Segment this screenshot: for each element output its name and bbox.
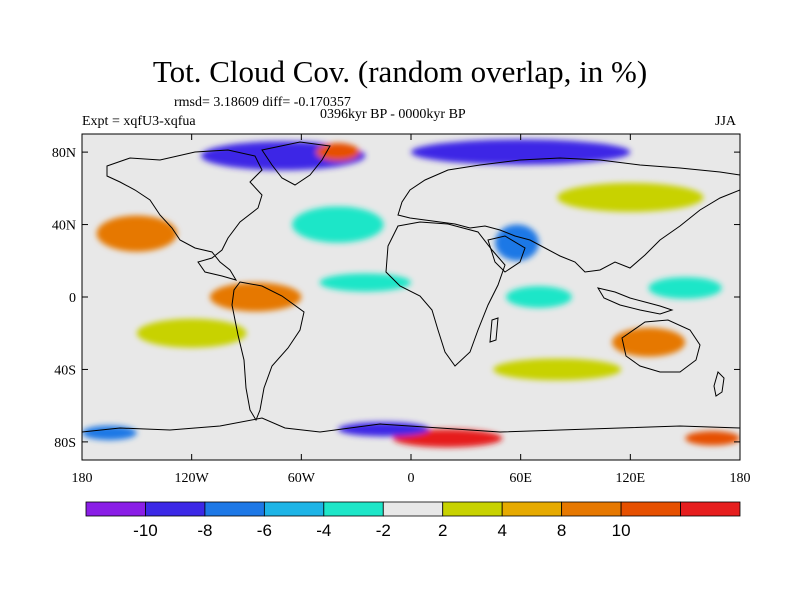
colorbar-swatch	[442, 501, 503, 517]
coastline-madagascar	[489, 317, 499, 343]
colorbar-label: -4	[316, 521, 331, 540]
y-tick-label: 40N	[52, 219, 76, 234]
colorbar-swatch	[680, 501, 741, 517]
coastline-maritime-continent	[596, 287, 674, 315]
x-tick-label: 120E	[616, 471, 646, 486]
coastline-africa	[385, 221, 506, 367]
anomaly-antarctic-purple-west	[82, 425, 137, 441]
coastline-arabia	[487, 235, 526, 273]
anomaly-antarctic-red	[392, 429, 503, 448]
plot-title: Tot. Cloud Cov. (random overlap, in %)	[152, 54, 648, 89]
anomaly-west-pacific-teal	[648, 277, 722, 299]
anomaly-pacific-nw-orange	[96, 215, 178, 252]
colorbar-swatch	[323, 501, 384, 517]
anomaly-field	[82, 139, 740, 448]
y-axis: 80N 40N 0 40S 80S	[52, 146, 740, 451]
colorbar-swatch	[145, 501, 206, 517]
colorbar-swatch	[85, 501, 146, 517]
colorbar-label: 10	[612, 521, 631, 540]
season-label: JJA	[715, 114, 737, 129]
anomaly-siberia-yellow	[557, 182, 704, 212]
colorbar-label: -10	[133, 521, 158, 540]
colorbar-swatch	[501, 501, 563, 517]
anomaly-antarctic-orange-east	[685, 431, 740, 446]
x-tick-label: 60W	[288, 471, 316, 486]
anomaly-atlantic-itcz-teal	[319, 273, 411, 292]
experiment-label: Expt = xqfU3-xqfua	[82, 114, 196, 129]
colorbar-label: -8	[197, 521, 212, 540]
coastline-antarctica	[82, 417, 740, 433]
map-background	[82, 134, 740, 460]
colorbar-label: -6	[257, 521, 272, 540]
colorbar-label: -2	[376, 521, 391, 540]
anomaly-s-pacific-yellow	[136, 318, 247, 348]
y-tick-label: 40S	[54, 363, 76, 378]
time-period-label: 0396kyr BP - 0000kyr BP	[320, 107, 466, 122]
coastline-north-america	[106, 149, 263, 281]
colorbar-label: 4	[497, 521, 506, 540]
colorbar-label: 2	[438, 521, 447, 540]
colorbar-swatch	[620, 501, 681, 517]
rmsd-diff-stats: rmsd= 3.18609 diff= -0.170357	[174, 95, 351, 110]
coastline-south-america	[231, 281, 305, 422]
anomaly-s-indian-yellow	[493, 358, 622, 381]
colorbar: -10 -8 -6 -4 -2 2 4 8 10	[85, 501, 741, 540]
colorbar-swatch	[263, 501, 325, 517]
anomaly-central-america-orange	[209, 282, 302, 312]
coastline-eurasia	[397, 157, 740, 273]
coastline-new-zealand	[713, 371, 725, 397]
x-axis: 180 120W 60W 0 60E 120E 180	[72, 134, 751, 486]
anomaly-n-atlantic-teal	[292, 206, 384, 243]
x-tick-label: 60E	[509, 471, 532, 486]
coastline-australia	[621, 319, 701, 373]
colorbar-swatch	[561, 501, 622, 517]
x-tick-label: 180	[730, 471, 751, 486]
anomaly-australia-orange	[612, 327, 686, 357]
anomaly-indian-ocean-teal	[506, 286, 572, 308]
colorbar-swatch	[382, 501, 444, 517]
x-tick-label: 180	[72, 471, 93, 486]
coastlines	[82, 141, 740, 433]
coastline-greenland	[261, 141, 331, 186]
colorbar-label: 8	[557, 521, 566, 540]
y-tick-label: 80S	[54, 436, 76, 451]
y-tick-label: 0	[69, 291, 76, 306]
anomaly-greenland-red	[315, 143, 360, 162]
x-tick-label: 120W	[175, 471, 210, 486]
y-tick-label: 80N	[52, 146, 76, 161]
anomaly-arctic-siberia-purple	[411, 139, 631, 165]
x-tick-label: 0	[408, 471, 415, 486]
colorbar-swatch	[204, 501, 265, 517]
